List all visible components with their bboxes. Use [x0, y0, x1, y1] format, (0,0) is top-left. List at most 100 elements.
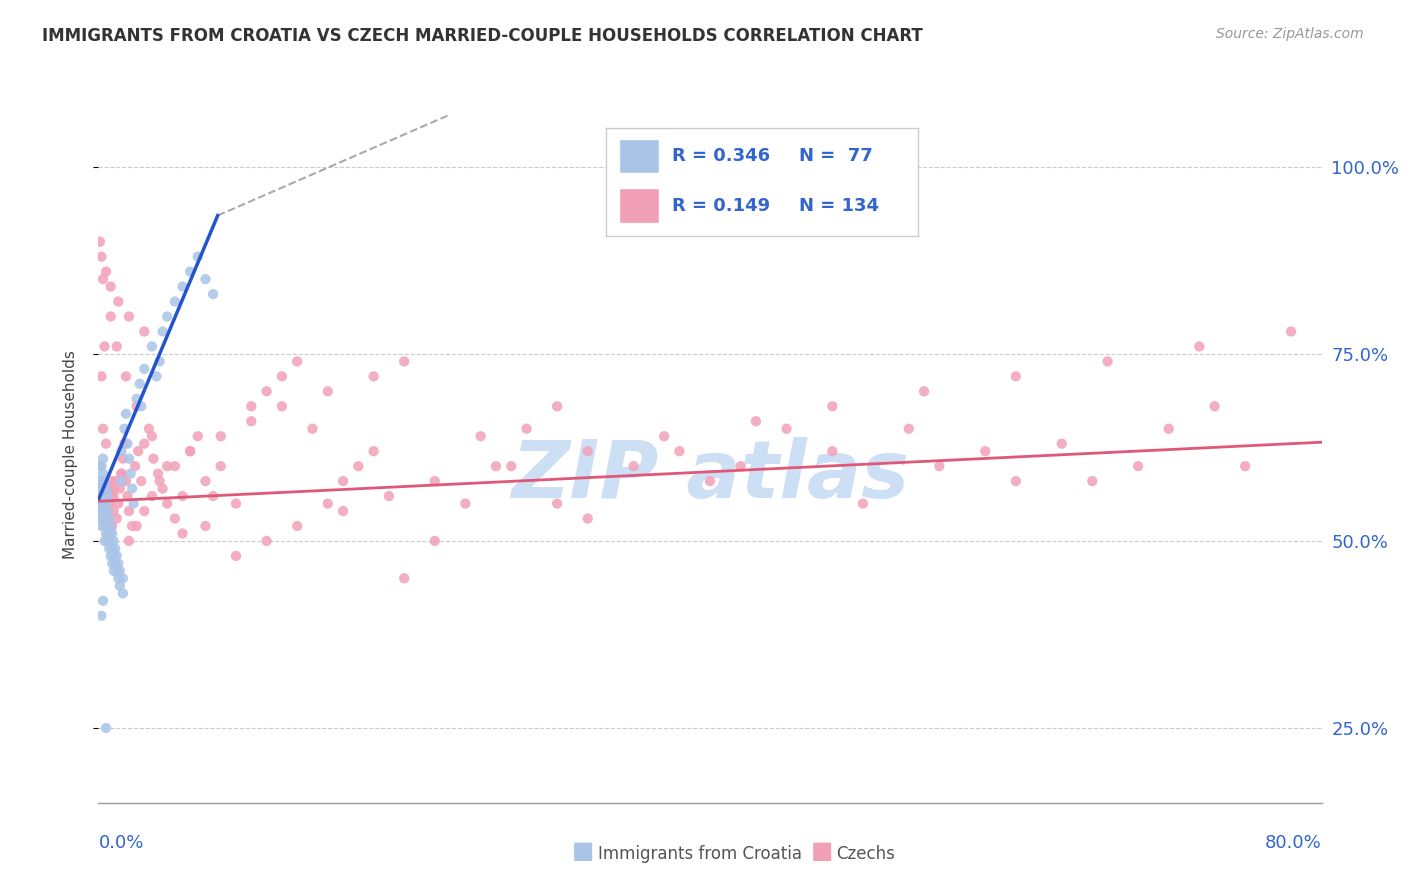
Point: [94, 519, 117, 533]
Point: [163, 294, 186, 309]
Point: [103, 533, 125, 548]
Point: [94, 482, 117, 496]
Point: [97, 526, 120, 541]
Point: [1097, 354, 1119, 368]
Point: [1081, 474, 1104, 488]
Point: [120, 467, 142, 481]
Point: [501, 459, 523, 474]
Point: [100, 549, 122, 563]
Point: [94, 436, 117, 450]
Bar: [619, 138, 659, 173]
Point: [301, 422, 323, 436]
Point: [112, 436, 135, 450]
Point: [240, 399, 263, 413]
Point: [101, 519, 124, 533]
Point: [91, 511, 114, 525]
Point: [179, 444, 201, 458]
Point: [134, 325, 156, 339]
Point: [134, 504, 156, 518]
Point: [90, 474, 112, 488]
Point: [145, 369, 167, 384]
Point: [91, 272, 114, 286]
Point: [108, 579, 131, 593]
Point: [93, 511, 115, 525]
Point: [93, 489, 115, 503]
Point: [152, 482, 174, 496]
Point: [179, 444, 201, 458]
Text: Immigrants from Croatia: Immigrants from Croatia: [598, 846, 801, 863]
Point: [90, 489, 112, 503]
Point: [90, 497, 112, 511]
Point: [852, 497, 875, 511]
Point: [107, 571, 129, 585]
Point: [90, 250, 112, 264]
Point: [93, 497, 115, 511]
Point: [89, 474, 111, 488]
Point: [163, 459, 186, 474]
Point: [285, 519, 308, 533]
Point: [91, 489, 114, 503]
Text: R = 0.149: R = 0.149: [672, 196, 769, 215]
Point: [256, 533, 278, 548]
Point: [156, 310, 179, 324]
Point: [470, 429, 492, 443]
Point: [97, 504, 120, 518]
Point: [118, 533, 141, 548]
Point: [90, 369, 112, 384]
Point: [125, 392, 148, 406]
Point: [128, 376, 150, 391]
Point: [98, 526, 121, 541]
Point: [668, 444, 690, 458]
Text: 0.0%: 0.0%: [98, 834, 143, 852]
Point: [94, 511, 117, 525]
Point: [98, 541, 121, 556]
Point: [118, 310, 141, 324]
Point: [104, 541, 127, 556]
Point: [107, 294, 129, 309]
Point: [105, 339, 128, 353]
Point: [105, 564, 128, 578]
Point: [117, 436, 139, 450]
Point: [94, 721, 117, 735]
Point: [179, 265, 201, 279]
Point: [730, 459, 752, 474]
Point: [316, 497, 339, 511]
Point: [104, 557, 127, 571]
Point: [546, 497, 568, 511]
Text: ■: ■: [811, 839, 834, 863]
Point: [134, 436, 156, 450]
Point: [332, 474, 354, 488]
Point: [97, 511, 120, 525]
Point: [209, 459, 232, 474]
Point: [89, 474, 111, 488]
Point: [821, 444, 844, 458]
Point: [775, 422, 797, 436]
Point: [98, 497, 121, 511]
Point: [91, 451, 114, 466]
Point: [1004, 474, 1026, 488]
Point: [103, 549, 125, 563]
Point: [332, 504, 354, 518]
Point: [89, 497, 111, 511]
Text: R = 0.346: R = 0.346: [672, 147, 769, 165]
Point: [118, 504, 141, 518]
Point: [1004, 369, 1026, 384]
Point: [108, 564, 131, 578]
Point: [117, 489, 139, 503]
Point: [111, 571, 134, 585]
Point: [90, 608, 112, 623]
Point: [142, 451, 165, 466]
Point: [546, 399, 568, 413]
Point: [104, 474, 127, 488]
Point: [103, 489, 125, 503]
Point: [93, 339, 115, 353]
Point: [100, 533, 122, 548]
Text: N =  77: N = 77: [800, 147, 873, 165]
Point: [107, 497, 129, 511]
Point: [652, 429, 675, 443]
Point: [100, 474, 122, 488]
Text: ZIP atlas: ZIP atlas: [510, 437, 910, 515]
Point: [110, 467, 132, 481]
Point: [91, 504, 114, 518]
Point: [172, 489, 194, 503]
